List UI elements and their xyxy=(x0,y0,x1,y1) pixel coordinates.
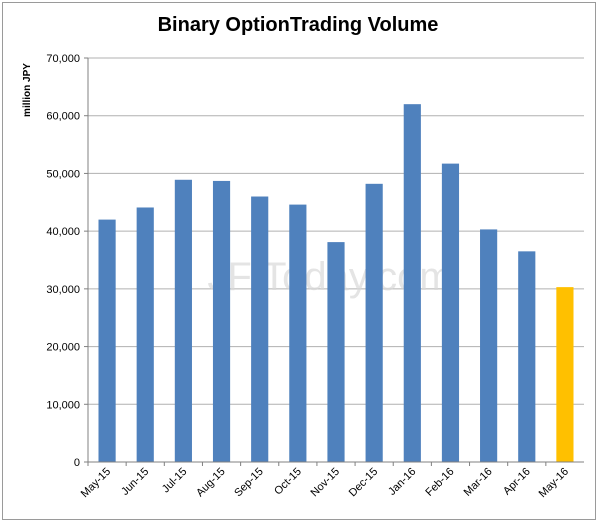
x-tick-label: May-16 xyxy=(537,466,571,500)
y-tick-label: 20,000 xyxy=(46,342,80,354)
bar-Apr-16 xyxy=(518,251,536,462)
x-tick-label: Nov-15 xyxy=(309,466,343,500)
bar-May-15 xyxy=(98,219,116,462)
x-tick-label: Feb-16 xyxy=(423,466,456,499)
x-tick-label: Apr-16 xyxy=(501,466,533,498)
y-tick-labels: 0 10,000 20,000 30,000 40,000 50,000 60,000 70,… xyxy=(46,53,88,469)
x-tick-label: Aug-15 xyxy=(194,466,228,500)
x-tick-label: Oct-15 xyxy=(272,466,304,498)
y-tick-label: 60,000 xyxy=(46,111,80,123)
y-tick-label: 30,000 xyxy=(46,284,80,296)
bar-Sep-15 xyxy=(251,196,269,462)
bar-Nov-15 xyxy=(327,242,345,462)
bar-Oct-15 xyxy=(289,204,307,462)
bars xyxy=(98,104,574,463)
x-tick-label: Dec-15 xyxy=(347,466,381,500)
x-tick-label: Jun-15 xyxy=(119,466,151,498)
y-tick-label: 70,000 xyxy=(46,53,80,65)
bar-May-16 xyxy=(556,287,574,462)
x-tick-label: Jan-16 xyxy=(386,466,418,498)
y-tick-label: 50,000 xyxy=(46,168,80,180)
bar-Jun-15 xyxy=(136,207,154,462)
bar-Aug-15 xyxy=(212,180,231,462)
x-tick-label: Sep-15 xyxy=(232,466,266,500)
y-tick-label: 40,000 xyxy=(46,226,80,238)
y-tick-label: 10,000 xyxy=(46,399,80,411)
axes xyxy=(87,58,584,463)
chart-title: Binary OptionTrading Volume xyxy=(157,14,439,36)
x-tick-label: May-15 xyxy=(79,466,113,500)
x-tick-label: Jul-15 xyxy=(160,466,190,496)
bar-Feb-16 xyxy=(441,163,460,463)
x-tick-labels: May-15 Jun-15 Jul-15 Aug-15 Sep-15 Oct-15 Nov-… xyxy=(79,462,571,500)
bar-Jan-16 xyxy=(403,104,421,463)
bar-Dec-15 xyxy=(365,183,383,462)
bar-Jul-15 xyxy=(174,179,192,462)
bar-Mar-16 xyxy=(480,229,498,462)
y-axis-label: million JPY xyxy=(22,63,33,117)
x-tick-label: Mar-16 xyxy=(462,466,495,499)
y-tick-label: 0 xyxy=(74,457,80,469)
